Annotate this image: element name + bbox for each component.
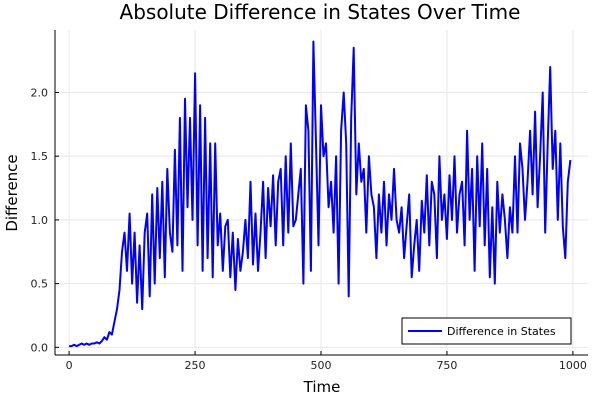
y-tick-label: 2.0	[31, 86, 49, 99]
y-tick-label: 1.0	[31, 214, 49, 227]
y-tick-label: 1.5	[31, 150, 49, 163]
x-tick-label: 500	[310, 359, 331, 372]
series-line-difference-in-states	[69, 40, 572, 348]
x-tick-label: 0	[66, 359, 73, 372]
y-tick-label: 0.5	[31, 278, 49, 291]
chart-title: Absolute Difference in States Over Time	[120, 0, 521, 24]
grid	[55, 30, 588, 355]
x-axis-label: Time	[303, 378, 341, 396]
y-tick-label: 0.0	[31, 341, 49, 354]
legend-label: Difference in States	[447, 325, 556, 338]
y-axis-label: Difference	[3, 154, 21, 231]
x-tick-label: 750	[436, 359, 457, 372]
legend: Difference in States	[401, 317, 572, 345]
x-tick-label: 250	[185, 359, 206, 372]
x-tick-label: 1000	[559, 359, 587, 372]
